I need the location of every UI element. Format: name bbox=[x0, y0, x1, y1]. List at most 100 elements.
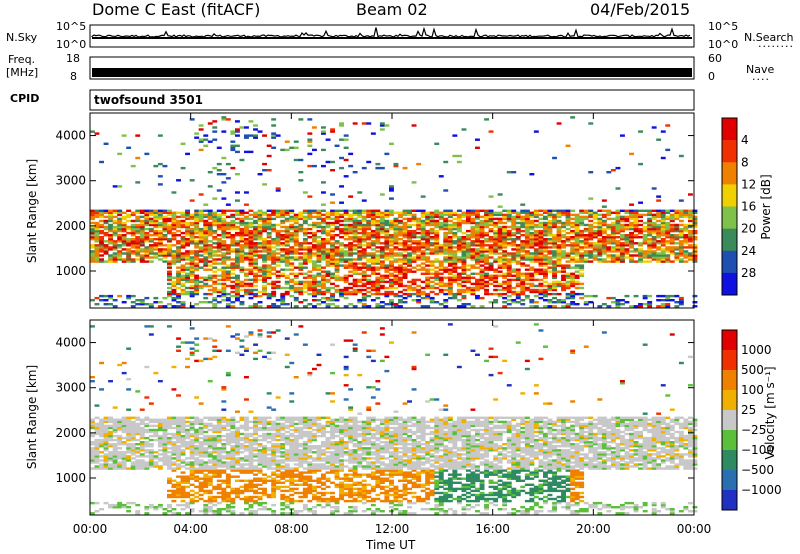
heatmap-cell bbox=[330, 244, 335, 247]
heatmap-cell bbox=[198, 481, 204, 484]
heatmap-cell bbox=[606, 211, 612, 214]
heatmap-cell bbox=[207, 250, 213, 253]
heatmap-cell bbox=[189, 447, 195, 450]
heatmap-cell bbox=[529, 282, 535, 286]
heatmap-cell bbox=[99, 430, 104, 434]
heatmap-cell bbox=[447, 268, 453, 271]
heatmap-cell bbox=[180, 266, 186, 269]
heatmap-cell bbox=[429, 250, 435, 253]
heatmap-cell bbox=[330, 242, 335, 245]
heatmap-cell bbox=[153, 164, 159, 168]
heatmap-cell bbox=[325, 258, 331, 261]
heatmap-cell bbox=[443, 258, 449, 261]
heatmap-cell bbox=[167, 493, 172, 497]
heatmap-cell bbox=[511, 252, 517, 255]
heatmap-cell bbox=[194, 276, 200, 279]
heatmap-cell bbox=[312, 238, 317, 241]
heatmap-cell bbox=[370, 254, 376, 257]
heatmap-cell bbox=[556, 256, 562, 259]
heatmap-cell bbox=[293, 234, 299, 237]
heatmap-cell bbox=[153, 234, 159, 237]
heatmap-cell bbox=[280, 236, 286, 239]
heatmap-cell bbox=[298, 264, 304, 267]
heatmap-cell bbox=[144, 365, 150, 369]
heatmap-cell bbox=[375, 242, 381, 245]
heatmap-cell bbox=[94, 236, 100, 239]
heatmap-cell bbox=[180, 479, 186, 482]
heatmap-cell bbox=[157, 162, 163, 166]
heatmap-cell bbox=[343, 219, 349, 223]
heatmap-cell bbox=[302, 209, 308, 212]
heatmap-cell bbox=[153, 213, 159, 217]
heatmap-cell bbox=[674, 213, 680, 217]
heatmap-cell bbox=[561, 213, 566, 217]
heatmap-cell bbox=[330, 252, 335, 255]
heatmap-cell bbox=[135, 428, 141, 432]
heatmap-cell bbox=[502, 276, 508, 279]
heatmap-cell bbox=[248, 242, 254, 245]
heatmap-cell bbox=[488, 252, 494, 255]
heatmap-cell bbox=[280, 219, 286, 223]
heatmap-cell bbox=[556, 229, 562, 233]
heatmap-cell bbox=[194, 290, 200, 294]
heatmap-cell bbox=[157, 250, 163, 253]
heatmap-cell bbox=[579, 252, 585, 255]
heatmap-cell bbox=[216, 248, 222, 251]
heatmap-cell bbox=[475, 223, 480, 227]
heatmap-cell bbox=[638, 260, 643, 263]
heatmap-cell bbox=[357, 280, 363, 284]
heatmap-cell bbox=[135, 463, 141, 466]
heatmap-cell bbox=[638, 229, 643, 233]
heatmap-cell bbox=[203, 455, 209, 458]
heatmap-cell bbox=[375, 288, 381, 292]
heatmap-cell bbox=[207, 234, 213, 237]
heatmap-cell bbox=[638, 248, 643, 251]
heatmap-cell bbox=[153, 371, 159, 375]
heatmap-cell bbox=[266, 215, 272, 219]
heatmap-cell bbox=[144, 219, 150, 223]
heatmap-cell bbox=[588, 252, 594, 255]
heatmap-cell bbox=[189, 426, 195, 430]
heatmap-cell bbox=[352, 217, 358, 221]
heatmap-cell bbox=[235, 254, 240, 257]
heatmap-cell bbox=[552, 213, 557, 217]
heatmap-cell bbox=[216, 274, 222, 277]
heatmap-cell bbox=[198, 229, 204, 233]
heatmap-cell bbox=[284, 225, 290, 229]
heatmap-cell bbox=[307, 286, 313, 290]
heatmap-cell bbox=[610, 217, 616, 221]
heatmap-cell bbox=[660, 250, 666, 253]
heatmap-cell bbox=[375, 268, 381, 271]
heatmap-cell bbox=[171, 236, 177, 239]
heatmap-cell bbox=[189, 305, 195, 308]
heatmap-cell bbox=[379, 213, 385, 217]
heatmap-cell bbox=[520, 242, 526, 245]
heatmap-cell bbox=[352, 213, 358, 217]
heatmap-cell bbox=[207, 443, 213, 446]
heatmap-cell bbox=[556, 284, 562, 288]
heatmap-cell bbox=[212, 443, 218, 446]
heatmap-cell bbox=[552, 221, 557, 225]
heatmap-cell bbox=[198, 128, 204, 131]
heatmap-cell bbox=[692, 219, 698, 223]
heatmap-cell bbox=[443, 209, 449, 212]
heatmap-cell bbox=[398, 213, 403, 217]
heatmap-cell bbox=[198, 236, 204, 239]
heatmap-cell bbox=[157, 231, 163, 235]
heatmap-cell bbox=[180, 487, 186, 491]
heatmap-cell bbox=[180, 225, 186, 229]
heatmap-cell bbox=[130, 301, 136, 304]
heatmap-cell bbox=[570, 252, 576, 255]
heatmap-cell bbox=[434, 274, 440, 277]
heatmap-cell bbox=[321, 238, 326, 241]
heatmap-cell bbox=[524, 219, 530, 223]
heatmap-cell bbox=[189, 274, 195, 277]
heatmap-cell bbox=[194, 227, 200, 231]
heatmap-cell bbox=[361, 274, 367, 277]
heatmap-cell bbox=[189, 347, 195, 350]
heatmap-cell bbox=[543, 223, 548, 227]
heatmap-cell bbox=[488, 223, 494, 227]
heatmap-cell bbox=[103, 248, 109, 251]
heatmap-cell bbox=[565, 223, 571, 227]
heatmap-cell bbox=[212, 305, 218, 308]
